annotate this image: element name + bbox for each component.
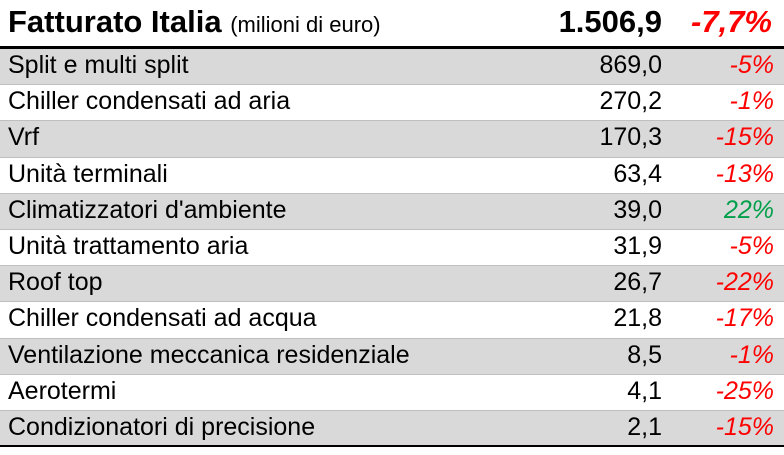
row-change: 22% — [723, 195, 774, 224]
table-row: Roof top 26,7 -22% — [0, 266, 784, 303]
row-change: -13% — [715, 159, 774, 188]
row-change: -1% — [729, 87, 774, 116]
table-row: Ventilazione meccanica residenziale 8,5 -1… — [0, 338, 784, 375]
row-value: 869,0 — [599, 51, 662, 79]
row-value: 170,3 — [599, 123, 662, 152]
row-value: 21,8 — [613, 304, 662, 333]
row-label: Unità terminali — [8, 159, 168, 188]
total-change: -7,7% — [691, 4, 772, 39]
row-value: 270,2 — [599, 87, 662, 116]
row-label: Condizionatori di precisione — [8, 412, 316, 441]
row-label: Climatizzatori d'ambiente — [8, 195, 287, 224]
row-change: -5% — [729, 231, 774, 260]
row-value: 2,1 — [627, 412, 662, 441]
row-value: 63,4 — [613, 159, 662, 188]
row-change: -25% — [715, 376, 774, 405]
row-label: Vrf — [8, 123, 40, 152]
row-value: 39,0 — [613, 195, 662, 224]
row-label: Roof top — [8, 268, 103, 297]
row-label: Chiller condensati ad acqua — [8, 304, 317, 333]
table-header: Fatturato Italia (milioni di euro) 1.506… — [0, 0, 784, 49]
table-row: Unità terminali 63,4 -13% — [0, 158, 784, 194]
row-label: Aerotermi — [8, 376, 117, 405]
table-row: Aerotermi 4,1 -25% — [0, 375, 784, 411]
row-value: 26,7 — [613, 268, 662, 297]
table-row: Chiller condensati ad aria 270,2 -1% — [0, 85, 784, 122]
row-label: Split e multi split — [8, 51, 189, 79]
row-label: Chiller condensati ad aria — [8, 87, 291, 116]
table-row: Unità trattamento aria 31,9 -5% — [0, 230, 784, 267]
row-change: -15% — [715, 412, 774, 441]
row-change: -15% — [715, 123, 774, 152]
table-title: Fatturato Italia (milioni di euro) — [8, 4, 381, 40]
table-row: Chiller condensati ad acqua 21,8 -17% — [0, 302, 784, 339]
row-label: Unità trattamento aria — [8, 231, 249, 260]
row-value: 31,9 — [613, 231, 662, 260]
row-change: -5% — [729, 51, 774, 79]
table-body: Split e multi split 869,0 -5% Chiller conde… — [0, 49, 784, 448]
table-row: Condizionatori di precisione 2,1 -15% — [0, 410, 784, 448]
row-label: Ventilazione meccanica residenziale — [8, 340, 410, 369]
title-subtitle: (milioni di euro) — [230, 12, 381, 37]
table-row: Split e multi split 869,0 -5% — [0, 49, 784, 86]
title-text: Fatturato Italia — [8, 4, 222, 39]
row-change: -17% — [715, 304, 774, 333]
total-value: 1.506,9 — [558, 4, 662, 39]
row-change: -22% — [715, 268, 774, 297]
row-change: -1% — [729, 340, 774, 369]
row-value: 4,1 — [627, 376, 662, 405]
table-row: Climatizzatori d'ambiente 39,0 22% — [0, 193, 784, 230]
row-value: 8,5 — [627, 340, 662, 369]
table-row: Vrf 170,3 -15% — [0, 121, 784, 158]
